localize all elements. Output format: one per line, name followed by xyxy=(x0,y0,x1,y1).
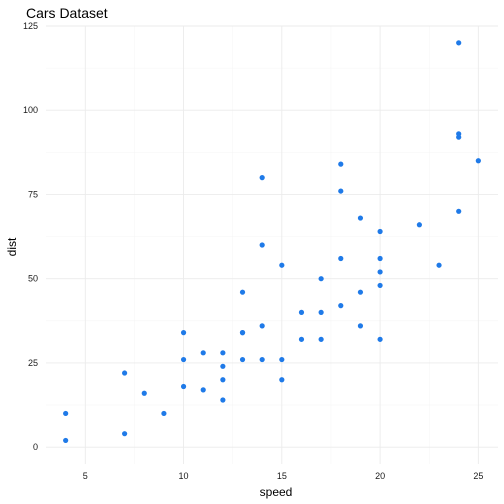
data-point xyxy=(141,390,147,396)
data-point xyxy=(200,350,206,356)
grid xyxy=(46,25,498,464)
y-tick-label: 25 xyxy=(28,358,38,368)
data-point xyxy=(259,242,265,248)
data-point xyxy=(436,262,442,268)
data-point xyxy=(377,255,383,262)
data-points xyxy=(63,40,481,444)
data-point xyxy=(122,431,128,437)
data-point xyxy=(298,309,305,315)
data-point xyxy=(318,309,324,315)
x-tick-label: 5 xyxy=(83,471,88,481)
data-point xyxy=(180,383,187,390)
data-point xyxy=(239,289,246,295)
data-point xyxy=(357,323,364,329)
y-tick-label: 75 xyxy=(28,189,38,199)
data-point xyxy=(456,131,462,137)
data-point xyxy=(338,161,344,167)
x-tick-label: 20 xyxy=(375,471,385,481)
data-point xyxy=(456,40,462,46)
data-point xyxy=(63,437,69,444)
data-point xyxy=(259,323,265,329)
data-point xyxy=(338,303,344,309)
data-point xyxy=(318,276,324,282)
y-tick-label: 0 xyxy=(33,442,38,452)
y-axis-label: dist xyxy=(5,237,19,256)
data-point xyxy=(377,282,383,289)
y-tick-label: 50 xyxy=(28,274,38,284)
data-point xyxy=(357,215,364,221)
data-point xyxy=(200,387,206,393)
data-point xyxy=(456,208,462,214)
data-point xyxy=(161,410,167,417)
data-point xyxy=(180,356,187,363)
data-point xyxy=(220,397,226,403)
data-point xyxy=(259,356,265,363)
data-point xyxy=(239,356,246,363)
x-tick-label: 15 xyxy=(277,471,287,481)
chart-title: Cars Dataset xyxy=(26,5,108,21)
data-point xyxy=(318,336,324,342)
data-point xyxy=(377,336,383,342)
data-point xyxy=(279,262,285,268)
data-point xyxy=(416,222,422,228)
data-point xyxy=(298,336,305,342)
data-point xyxy=(220,377,226,383)
data-point xyxy=(259,175,265,181)
data-point xyxy=(279,377,285,383)
data-point xyxy=(180,330,187,336)
data-point xyxy=(377,228,383,235)
data-point xyxy=(122,370,128,376)
x-tick-label: 25 xyxy=(473,471,483,481)
x-axis-label: speed xyxy=(260,485,293,499)
data-point xyxy=(377,269,383,275)
x-tick-label: 10 xyxy=(179,471,189,481)
x-axis-ticks: 5 10 15 20 25 xyxy=(83,471,484,481)
data-point xyxy=(63,410,69,417)
y-tick-label: 100 xyxy=(23,105,38,115)
data-point xyxy=(239,330,246,336)
data-point xyxy=(279,356,285,363)
data-point xyxy=(338,255,344,262)
data-point xyxy=(220,350,226,356)
data-point xyxy=(338,188,344,194)
y-tick-label: 125 xyxy=(23,21,38,31)
data-point xyxy=(220,363,226,369)
data-point xyxy=(475,158,481,164)
y-axis-ticks: 0 25 50 75 100 125 xyxy=(23,21,38,452)
data-point xyxy=(357,289,364,295)
